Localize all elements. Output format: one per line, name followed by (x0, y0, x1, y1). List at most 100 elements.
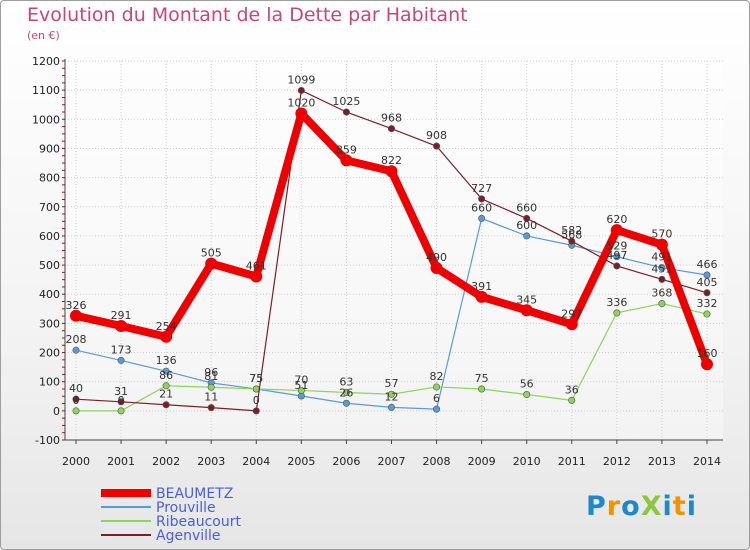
data-point-agenville (523, 214, 531, 222)
x-tick-label: 2001 (107, 455, 135, 468)
data-point-ribeaucourt (387, 390, 395, 398)
data-label-beaumetz: 822 (381, 154, 402, 167)
data-label-prouville: 568 (561, 228, 582, 241)
data-label-beaumetz: 620 (606, 213, 627, 226)
data-label-ribeaucourt: 336 (606, 296, 627, 309)
data-label-beaumetz: 490 (426, 251, 447, 264)
data-point-ribeaucourt (162, 382, 170, 390)
y-tick-label: 200 (39, 347, 60, 360)
logo-letter: i (686, 491, 697, 522)
logo-letter: i (662, 491, 673, 522)
data-label-prouville: 466 (696, 258, 717, 271)
y-tick-label: 700 (39, 201, 60, 214)
data-point-beaumetz (70, 309, 82, 322)
x-tick-label: 2009 (468, 455, 496, 468)
y-tick-label: 300 (39, 317, 60, 330)
data-point-beaumetz (520, 304, 533, 317)
data-label-agenville: 497 (606, 249, 627, 262)
data-point-agenville (342, 108, 350, 116)
data-point-beaumetz (250, 270, 263, 283)
x-tick-label: 2005 (287, 455, 315, 468)
data-label-prouville: 136 (156, 354, 177, 367)
data-label-prouville: 75 (249, 372, 263, 385)
data-label-ribeaucourt: 86 (159, 369, 173, 382)
x-tick-label: 2002 (152, 455, 180, 468)
unit-label: (en €) (27, 29, 60, 42)
data-point-prouville (72, 346, 80, 354)
data-point-beaumetz (205, 257, 218, 270)
data-label-agenville: 405 (696, 276, 717, 289)
data-point-agenville (207, 404, 215, 412)
data-point-prouville (478, 214, 486, 222)
data-label-prouville: 208 (66, 333, 87, 346)
data-label-agenville: 1025 (332, 95, 360, 108)
data-point-ribeaucourt (523, 391, 531, 399)
data-label-prouville: 51 (294, 379, 308, 392)
data-label-agenville: 1099 (287, 73, 315, 86)
data-label-beaumetz: 859 (336, 143, 357, 156)
data-point-ribeaucourt (613, 309, 621, 317)
data-point-prouville (387, 403, 395, 411)
x-tick-label: 2003 (197, 455, 225, 468)
data-label-prouville: 173 (111, 343, 132, 356)
data-point-beaumetz (655, 238, 668, 251)
data-label-agenville: 727 (471, 182, 492, 195)
logo-letter: t (672, 491, 687, 522)
data-point-agenville (658, 275, 666, 283)
data-point-prouville (613, 253, 621, 261)
data-label-prouville: 26 (339, 386, 353, 399)
data-point-agenville (703, 289, 711, 297)
chart-title: Evolution du Montant de la Dette par Hab… (27, 4, 468, 26)
legend-label-prouville: Prouville (156, 500, 216, 516)
data-label-agenville: 21 (159, 388, 173, 401)
x-tick-label: 2010 (513, 455, 541, 468)
proxiti-logo: ProXiti (586, 491, 697, 522)
data-label-prouville: 660 (471, 201, 492, 214)
data-point-agenville (568, 237, 576, 245)
data-point-ribeaucourt (658, 300, 666, 308)
x-tick-label: 2000 (62, 455, 90, 468)
data-label-prouville: 12 (384, 390, 398, 403)
data-point-agenville (478, 195, 486, 203)
data-label-agenville: 31 (114, 385, 128, 398)
data-point-beaumetz (295, 107, 308, 120)
data-point-ribeaucourt (342, 388, 350, 396)
data-label-agenville: 968 (381, 112, 402, 125)
y-tick-label: 900 (39, 142, 60, 155)
data-point-ribeaucourt (703, 310, 711, 318)
data-point-ribeaucourt (72, 407, 80, 415)
data-point-agenville (162, 401, 170, 409)
x-tick-label: 2013 (648, 455, 676, 468)
data-label-ribeaucourt: 82 (430, 370, 444, 383)
data-point-ribeaucourt (478, 385, 486, 393)
data-point-beaumetz (160, 330, 173, 343)
data-label-beaumetz: 291 (111, 309, 132, 322)
data-label-agenville: 582 (561, 224, 582, 237)
y-tick-label: 0 (53, 405, 60, 418)
x-tick-label: 2012 (603, 455, 631, 468)
data-label-ribeaucourt: 0 (73, 394, 80, 407)
data-label-ribeaucourt: 63 (339, 375, 353, 388)
plot-area (65, 61, 723, 440)
data-label-beaumetz: 570 (651, 228, 672, 241)
y-tick-label: 100 (39, 376, 60, 389)
data-label-ribeaucourt: 332 (696, 297, 717, 310)
data-label-prouville: 96 (204, 366, 218, 379)
data-label-ribeaucourt: 36 (565, 383, 579, 396)
data-label-beaumetz: 461 (246, 259, 267, 272)
data-label-beaumetz: 391 (471, 280, 492, 293)
data-label-beaumetz: 1020 (287, 96, 315, 109)
data-label-prouville: 600 (516, 219, 537, 232)
x-tick-label: 2014 (693, 455, 721, 468)
data-point-beaumetz (115, 320, 128, 333)
data-point-ribeaucourt (207, 383, 215, 391)
data-label-ribeaucourt: 368 (651, 287, 672, 300)
data-point-prouville (342, 399, 350, 407)
logo-letter: P (586, 491, 607, 522)
data-point-prouville (658, 264, 666, 272)
data-point-beaumetz (340, 154, 353, 167)
data-label-prouville: 491 (651, 251, 672, 264)
y-tick-label: 800 (39, 172, 60, 185)
data-point-ribeaucourt (117, 407, 125, 415)
